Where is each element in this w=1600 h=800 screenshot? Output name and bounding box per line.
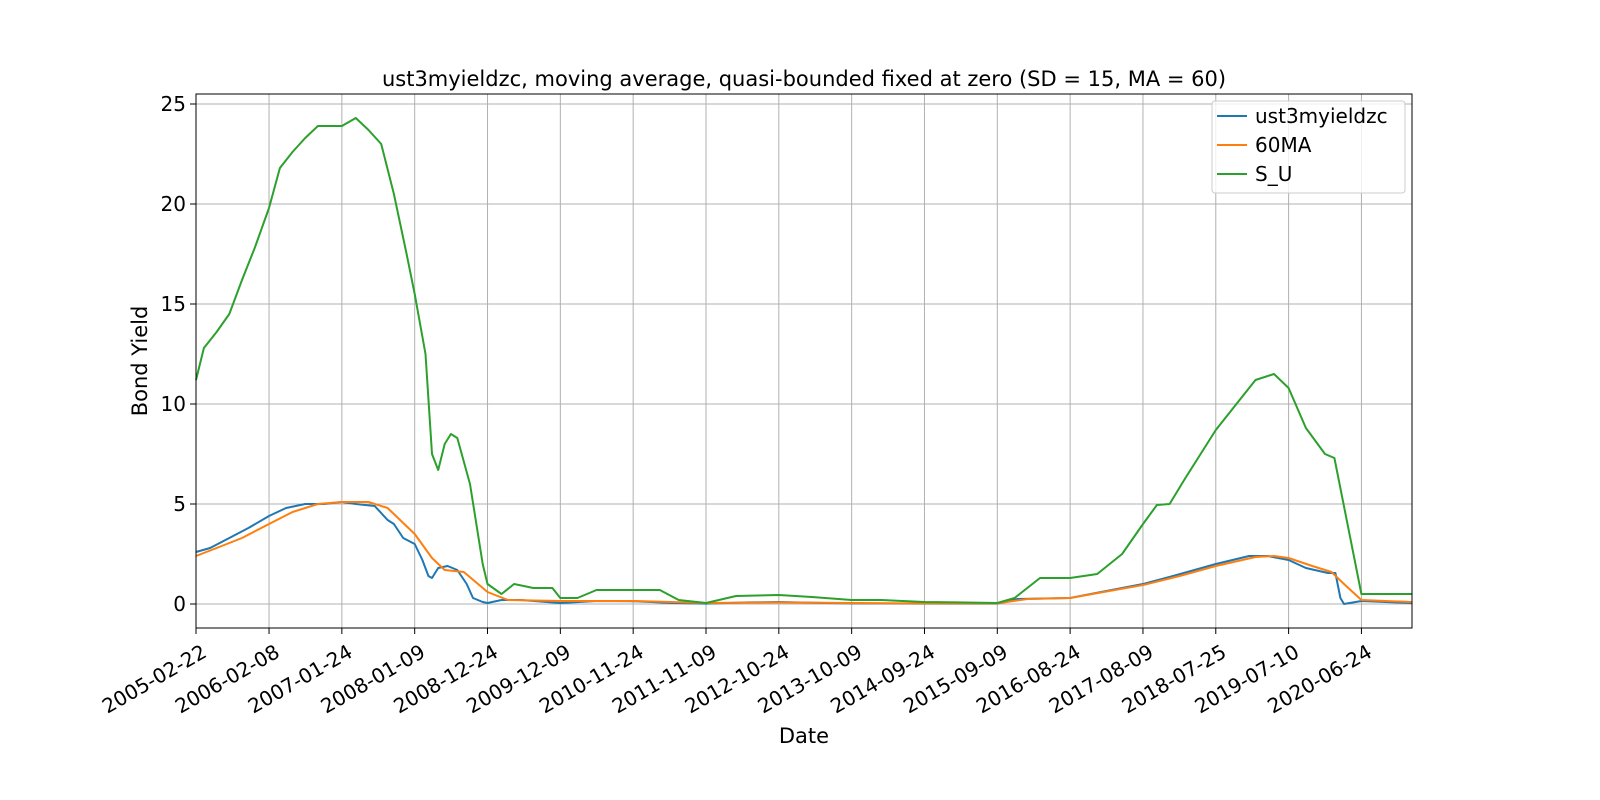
- series-line-60ma: [195, 501, 1413, 605]
- legend-box: [1211, 100, 1406, 194]
- y-tick-label: 10: [161, 392, 186, 416]
- chart-title: ust3myieldzc, moving average, quasi-boun…: [382, 67, 1226, 91]
- plot-frame: [195, 93, 1413, 629]
- y-tick-label: 15: [161, 292, 186, 316]
- series-lines: [195, 117, 1413, 605]
- y-tick-label: 25: [161, 92, 186, 116]
- series-line-s_u: [195, 117, 1412, 604]
- y-tick-label: 0: [173, 592, 186, 616]
- x-axis-label: Date: [779, 724, 829, 748]
- grid: [195, 94, 1412, 628]
- legend-label: ust3myieldzc: [1255, 104, 1388, 128]
- legend-label: S_U: [1255, 162, 1292, 186]
- y-tick-label: 20: [161, 192, 186, 216]
- x-axis: 2005-02-222006-02-082007-01-242008-01-09…: [98, 628, 1376, 718]
- y-axis: 0 5 10 15 20 25: [161, 92, 196, 616]
- y-axis-label: Bond Yield: [128, 306, 152, 417]
- series-line-ust3myieldzc: [195, 501, 1413, 605]
- legend-label: 60MA: [1255, 133, 1312, 157]
- legend: ust3myieldzc 60MA S_U: [1211, 100, 1406, 194]
- y-tick-label: 5: [173, 492, 186, 516]
